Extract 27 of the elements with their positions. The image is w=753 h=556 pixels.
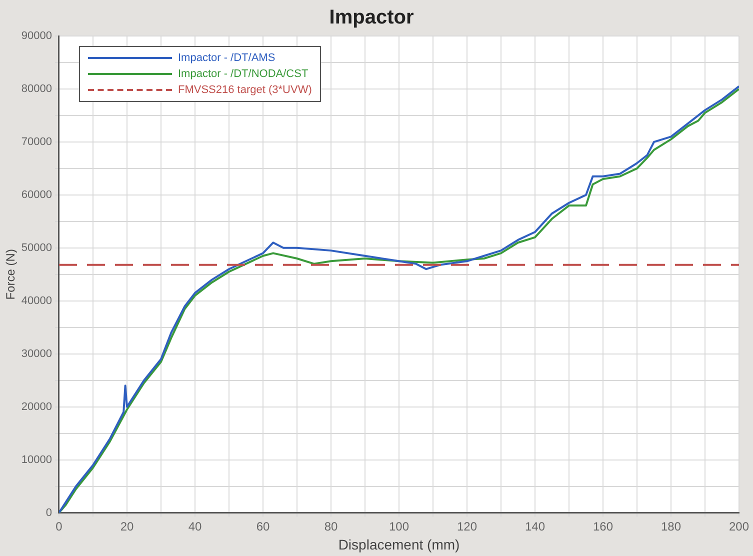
x-tick-label: 140 — [524, 519, 546, 534]
x-tick-label: 60 — [256, 519, 270, 534]
y-tick-label: 10000 — [21, 454, 52, 466]
x-tick-label: 0 — [56, 519, 63, 534]
y-tick-label: 70000 — [21, 136, 52, 148]
x-tick-label: 160 — [592, 519, 614, 534]
x-tick-label: 100 — [388, 519, 410, 534]
y-tick-label: 0 — [46, 506, 52, 519]
x-tick-label: 200 — [728, 519, 750, 534]
x-axis-title: Displacement (mm) — [338, 536, 460, 552]
x-tick-label: 20 — [120, 519, 134, 534]
y-tick-label: 80000 — [21, 83, 52, 96]
x-tick-label: 40 — [188, 519, 202, 534]
y-tick-label: 60000 — [21, 188, 52, 201]
x-tick-label: 180 — [660, 519, 682, 534]
x-tick-label: 80 — [324, 519, 338, 534]
y-axis-title: Force (N) — [4, 249, 18, 300]
y-tick-label: 90000 — [21, 30, 52, 42]
x-tick-label: 120 — [456, 519, 478, 534]
y-tick-label: 50000 — [21, 242, 52, 254]
y-tick-label: 40000 — [21, 294, 52, 307]
y-tick-label: 30000 — [21, 348, 52, 360]
chart-title: Impactor — [329, 6, 414, 29]
text: Impactor - /DT/AMS — [178, 52, 276, 64]
ref-line-label: FMVSS216 target (3*UVW) — [178, 84, 312, 96]
text: Impactor - /DT/NODA/CST — [178, 68, 308, 80]
y-tick-label: 20000 — [21, 400, 52, 413]
